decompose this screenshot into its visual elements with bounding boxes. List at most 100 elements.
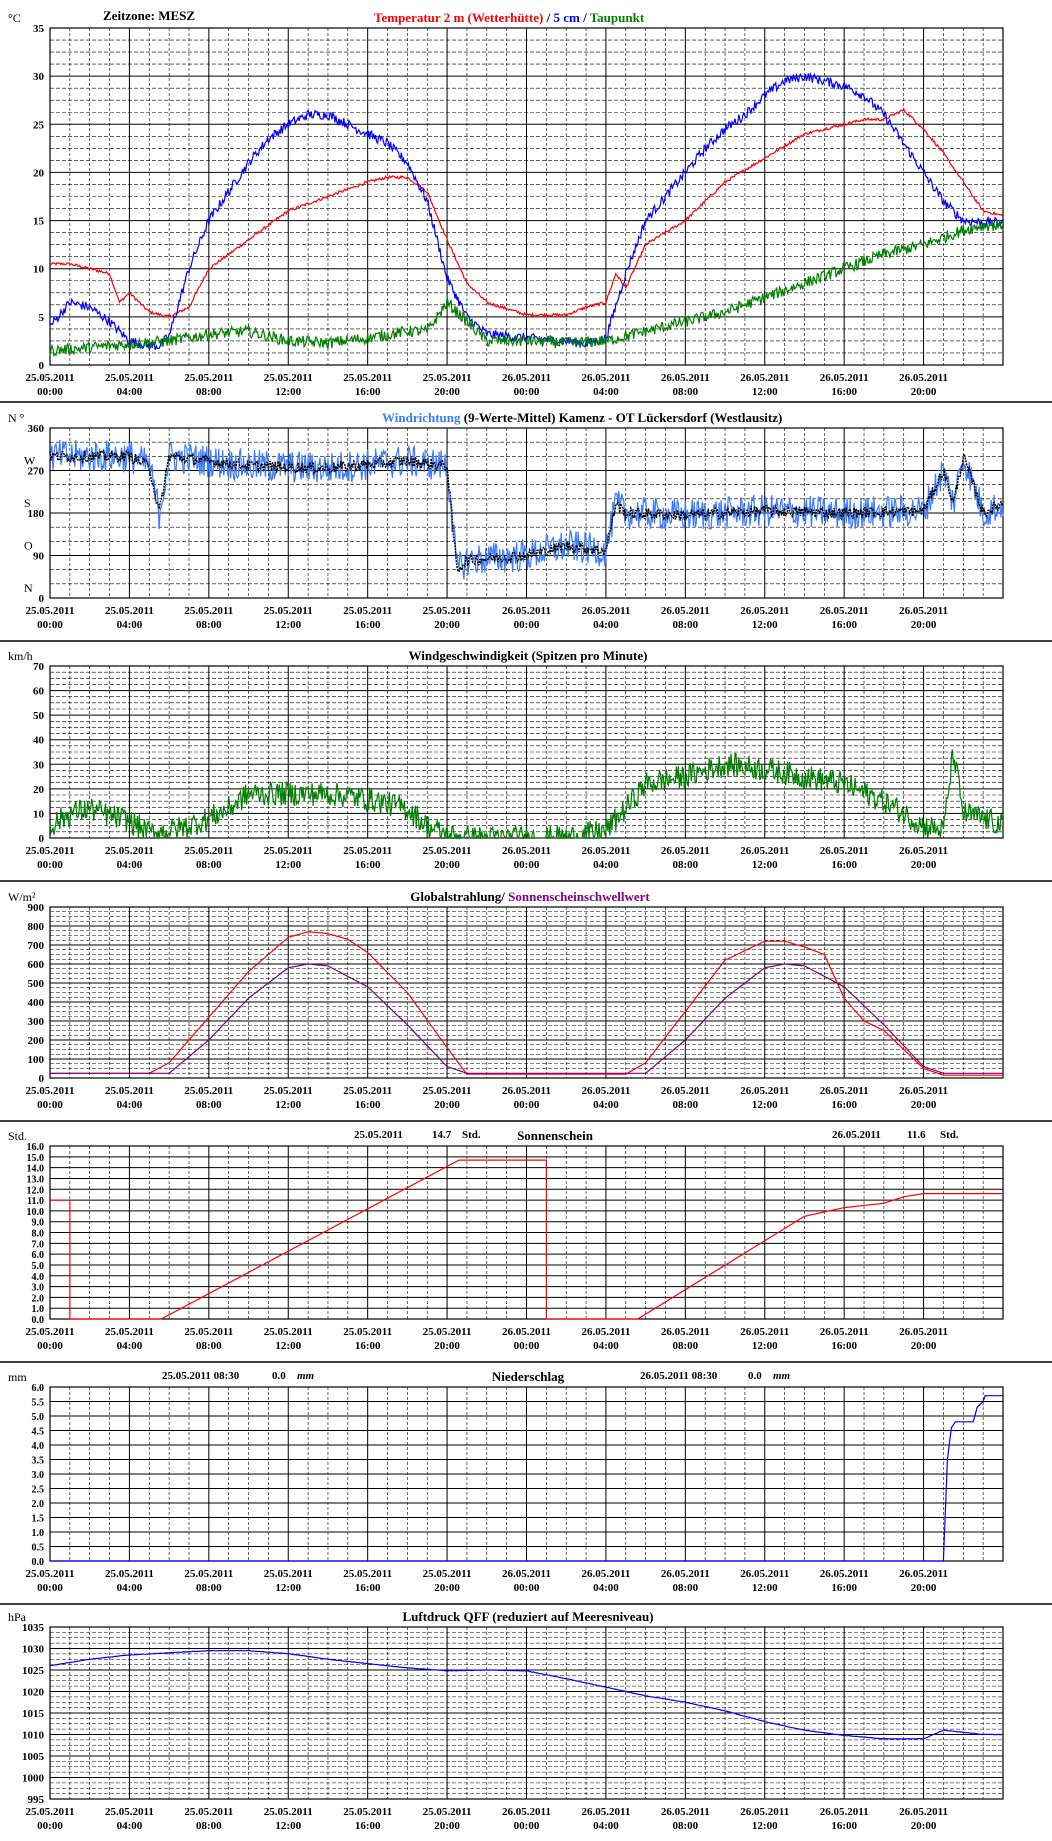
- y-tick-label: 6.0: [32, 1383, 45, 1394]
- y-tick-label: 4.0: [32, 1272, 45, 1283]
- y-tick-label: 16.0: [27, 1142, 45, 1153]
- x-tick-date: 25.05.2011: [423, 605, 472, 617]
- x-tick-date: 25.05.2011: [184, 372, 233, 384]
- x-tick-date: 26.05.2011: [899, 1568, 948, 1580]
- x-tick-time: 00:00: [37, 859, 63, 871]
- x-tick-time: 20:00: [434, 859, 460, 871]
- x-tick-time: 08:00: [672, 1340, 698, 1352]
- x-tick-date: 26.05.2011: [661, 845, 710, 857]
- x-tick-date: 25.05.2011: [423, 1326, 472, 1338]
- x-tick-time: 04:00: [593, 1099, 619, 1111]
- x-tick-time: 00:00: [37, 1099, 63, 1111]
- y-tick-label: 2.5: [32, 1485, 45, 1496]
- summary-value: 0.0: [272, 1370, 286, 1382]
- y-tick-label: 1010: [22, 1730, 45, 1742]
- x-tick-date: 26.05.2011: [820, 845, 869, 857]
- x-tick-date: 26.05.2011: [661, 605, 710, 617]
- x-tick-time: 04:00: [593, 1582, 619, 1594]
- chart-title: Globalstrahlung/ Sonnenscheinschwellwert: [410, 889, 650, 904]
- x-tick-time: 08:00: [672, 1582, 698, 1594]
- x-tick-date: 26.05.2011: [661, 1326, 710, 1338]
- compass-label: W: [24, 454, 36, 468]
- x-tick-time: 12:00: [752, 1340, 778, 1352]
- x-tick-date: 25.05.2011: [343, 1326, 392, 1338]
- x-tick-time: 00:00: [514, 1820, 540, 1832]
- chart-title: Niederschlag: [492, 1369, 565, 1384]
- chart-wind_direction: 0 90 180 270 360 N O S W N ° Windrichtung (9-Werte…: [8, 410, 1004, 631]
- compass-label: S: [24, 496, 31, 510]
- y-tick-label: 3.0: [32, 1470, 45, 1481]
- summary-unit: mm: [773, 1370, 791, 1382]
- y-tick-label: 0: [39, 1073, 45, 1085]
- x-tick-date: 25.05.2011: [184, 1806, 233, 1818]
- x-tick-date: 25.05.2011: [105, 1806, 154, 1818]
- summary-unit: mm: [297, 1370, 315, 1382]
- x-tick-time: 16:00: [831, 1340, 857, 1352]
- x-tick-time: 08:00: [196, 619, 222, 631]
- unit-label: hPa: [8, 1610, 27, 1624]
- x-tick-time: 20:00: [434, 619, 460, 631]
- y-tick-label: 40: [33, 735, 45, 747]
- y-tick-label: 1030: [22, 1644, 45, 1656]
- unit-label: mm: [8, 1370, 27, 1384]
- timezone-label: Zeitzone: MESZ: [103, 8, 195, 23]
- x-tick-date: 25.05.2011: [105, 605, 154, 617]
- y-tick-label: 60: [33, 686, 45, 698]
- x-tick-time: 20:00: [911, 1340, 937, 1352]
- x-tick-date: 26.05.2011: [661, 1568, 710, 1580]
- x-tick-date: 25.05.2011: [343, 605, 392, 617]
- x-tick-date: 25.05.2011: [343, 1085, 392, 1097]
- x-tick-time: 00:00: [37, 1582, 63, 1594]
- summary-value: 0.0: [748, 1370, 762, 1382]
- y-tick-label: 2.0: [32, 1499, 45, 1510]
- x-tick-date: 26.05.2011: [820, 1326, 869, 1338]
- x-tick-date: 26.05.2011: [740, 605, 789, 617]
- x-tick-date: 25.05.2011: [184, 1568, 233, 1580]
- x-tick-time: 20:00: [434, 1099, 460, 1111]
- y-tick-label: 12.0: [27, 1185, 45, 1196]
- x-tick-time: 08:00: [196, 1820, 222, 1832]
- x-tick-date: 26.05.2011: [502, 1568, 551, 1580]
- x-tick-date: 26.05.2011: [820, 1568, 869, 1580]
- y-tick-label: 13.0: [27, 1174, 45, 1185]
- y-tick-label: 20: [33, 784, 45, 796]
- y-tick-label: 10.0: [27, 1207, 45, 1218]
- x-tick-time: 12:00: [275, 1582, 301, 1594]
- x-tick-date: 25.05.2011: [105, 372, 154, 384]
- x-tick-date: 26.05.2011: [899, 605, 948, 617]
- x-tick-date: 26.05.2011: [581, 845, 630, 857]
- chart-title: Luftdruck QFF (reduziert auf Meeresnivea…: [402, 1609, 653, 1624]
- x-tick-time: 00:00: [37, 386, 63, 398]
- x-tick-date: 26.05.2011: [581, 1568, 630, 1580]
- x-tick-time: 08:00: [672, 1820, 698, 1832]
- x-tick-date: 26.05.2011: [740, 1568, 789, 1580]
- x-tick-time: 12:00: [275, 1820, 301, 1832]
- x-tick-time: 12:00: [752, 619, 778, 631]
- x-tick-time: 00:00: [514, 619, 540, 631]
- y-tick-label: 600: [28, 959, 45, 971]
- x-tick-date: 26.05.2011: [899, 1806, 948, 1818]
- y-tick-label: 70: [33, 661, 45, 673]
- x-tick-date: 25.05.2011: [423, 372, 472, 384]
- x-tick-time: 04:00: [117, 1099, 143, 1111]
- x-tick-date: 25.05.2011: [423, 845, 472, 857]
- series-line: [49, 749, 1004, 841]
- x-tick-date: 26.05.2011: [820, 372, 869, 384]
- x-tick-time: 08:00: [196, 1099, 222, 1111]
- x-tick-date: 26.05.2011: [661, 372, 710, 384]
- x-tick-time: 16:00: [355, 1099, 381, 1111]
- y-tick-label: 1000: [22, 1773, 45, 1785]
- unit-label: W/m²: [8, 890, 36, 904]
- y-tick-label: 3.0: [32, 1283, 45, 1294]
- y-tick-label: 8.0: [32, 1229, 45, 1240]
- x-tick-time: 20:00: [911, 1820, 937, 1832]
- x-tick-date: 25.05.2011: [343, 845, 392, 857]
- y-tick-label: 3.5: [32, 1456, 45, 1467]
- y-tick-label: 100: [28, 1054, 45, 1066]
- x-tick-date: 26.05.2011: [740, 372, 789, 384]
- x-tick-date: 26.05.2011: [740, 845, 789, 857]
